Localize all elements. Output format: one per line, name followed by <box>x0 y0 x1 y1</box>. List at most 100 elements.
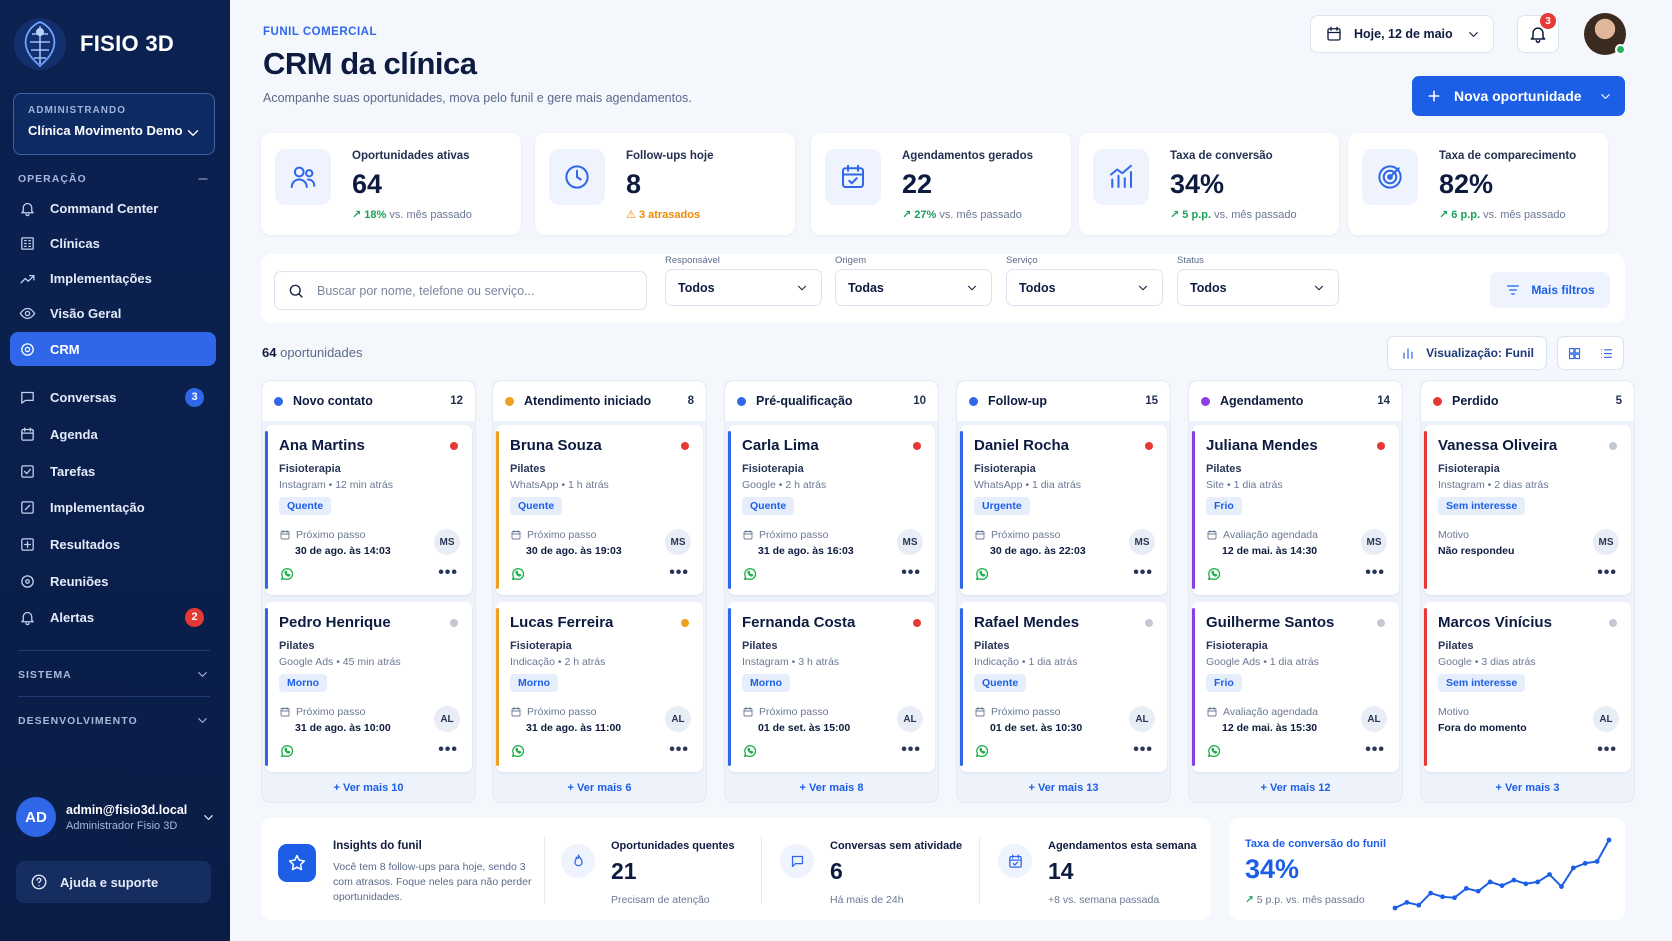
filter-servico[interactable]: Serviço Todos <box>1006 255 1163 306</box>
more-options-button[interactable]: ••• <box>669 741 689 758</box>
kpi-card[interactable]: Taxa de conversão 34% ↗ 5 p.p. vs. mês p… <box>1079 133 1339 235</box>
opportunity-card[interactable]: Vanessa Oliveira Fisioterapia Instagram … <box>1424 425 1631 595</box>
see-more-link[interactable]: + Ver mais 10 <box>333 782 404 794</box>
sidebar-item-command-center[interactable]: Command Center <box>10 191 216 225</box>
see-more-link[interactable]: + Ver mais 6 <box>567 782 632 794</box>
column-header[interactable]: Agendamento 14 <box>1189 381 1402 421</box>
sidebar-item-clinicas[interactable]: Clínicas <box>10 226 216 260</box>
more-options-button[interactable]: ••• <box>669 564 689 581</box>
view-mode-button[interactable]: Visualização: Funil <box>1387 336 1547 370</box>
sidebar-item-agenda[interactable]: Agenda <box>10 417 216 451</box>
sidebar-item-reunioes[interactable]: Reuniões <box>10 564 216 598</box>
help-button[interactable]: Ajuda e suporte <box>16 861 211 903</box>
owner-avatar[interactable]: MS <box>897 529 923 555</box>
more-options-button[interactable]: ••• <box>438 741 458 758</box>
sidebar-item-implementacao[interactable]: Implementação <box>10 490 216 524</box>
whatsapp-button[interactable] <box>742 743 758 759</box>
opportunity-card[interactable]: Carla Lima Fisioterapia Google • 2 h atr… <box>728 425 935 595</box>
more-options-button[interactable]: ••• <box>1365 741 1385 758</box>
date-picker[interactable]: Hoje, 12 de maio <box>1310 15 1494 53</box>
opportunity-card[interactable]: Guilherme Santos Fisioterapia Google Ads… <box>1192 602 1399 772</box>
opportunity-card[interactable]: Pedro Henrique Pilates Google Ads • 45 m… <box>265 602 472 772</box>
more-filters-button[interactable]: Mais filtros <box>1490 272 1610 308</box>
see-more-link[interactable]: + Ver mais 3 <box>1495 782 1560 794</box>
column-header[interactable]: Pré-qualificação 10 <box>725 381 938 421</box>
filter-select[interactable]: Todos <box>1177 269 1339 306</box>
whatsapp-button[interactable] <box>1206 566 1222 582</box>
kpi-card[interactable]: Taxa de comparecimento 82% ↗ 6 p.p. vs. … <box>1348 133 1608 235</box>
whatsapp-button[interactable] <box>279 743 295 759</box>
whatsapp-button[interactable] <box>974 566 990 582</box>
list-view-button[interactable] <box>1590 336 1624 370</box>
more-options-button[interactable]: ••• <box>901 741 921 758</box>
sidebar-item-visao-geral[interactable]: Visão Geral <box>10 296 216 330</box>
opportunity-card[interactable]: Lucas Ferreira Fisioterapia Indicação • … <box>496 602 703 772</box>
more-options-button[interactable]: ••• <box>1133 564 1153 581</box>
brand-logo[interactable]: FISIO 3D <box>10 14 174 74</box>
column-header[interactable]: Novo contato 12 <box>262 381 475 421</box>
column-header[interactable]: Follow-up 15 <box>957 381 1170 421</box>
search-box[interactable] <box>274 271 647 310</box>
owner-avatar[interactable]: MS <box>1593 529 1619 555</box>
opportunity-card[interactable]: Ana Martins Fisioterapia Instagram • 12 … <box>265 425 472 595</box>
owner-avatar[interactable]: MS <box>434 529 460 555</box>
owner-avatar[interactable]: MS <box>1361 529 1387 555</box>
filter-status[interactable]: Status Todos <box>1177 255 1339 306</box>
grid-view-button[interactable] <box>1557 336 1591 370</box>
whatsapp-button[interactable] <box>742 566 758 582</box>
owner-avatar[interactable]: AL <box>665 706 691 732</box>
opportunity-card[interactable]: Juliana Mendes Pilates Site • 1 dia atrá… <box>1192 425 1399 595</box>
filter-responsavel[interactable]: Responsável Todos <box>665 255 822 306</box>
section-sistema[interactable]: SISTEMA <box>18 667 210 682</box>
funnel-conversion-card[interactable]: Taxa de conversão do funil 34% ↗ 5 p.p. … <box>1229 818 1625 920</box>
whatsapp-button[interactable] <box>510 566 526 582</box>
owner-avatar[interactable]: MS <box>1129 529 1155 555</box>
filter-select[interactable]: Todas <box>835 269 992 306</box>
sidebar-item-resultados[interactable]: Resultados <box>10 527 216 561</box>
sidebar-item-alertas[interactable]: Alertas 2 <box>10 600 216 634</box>
clinic-switcher[interactable]: ADMINISTRANDO Clínica Movimento Demo <box>13 93 215 155</box>
owner-avatar[interactable]: AL <box>1129 706 1155 732</box>
owner-avatar[interactable]: AL <box>1593 706 1619 732</box>
opportunity-card[interactable]: Daniel Rocha Fisioterapia WhatsApp • 1 d… <box>960 425 1167 595</box>
filter-select[interactable]: Todos <box>665 269 822 306</box>
user-menu[interactable]: AD admin@fisio3d.local Administrador Fis… <box>16 792 216 842</box>
more-options-button[interactable]: ••• <box>438 564 458 581</box>
column-header[interactable]: Perdido 5 <box>1421 381 1634 421</box>
sidebar-item-implementacoes[interactable]: Implementações <box>10 261 216 295</box>
more-options-button[interactable]: ••• <box>1597 741 1617 758</box>
opportunity-card[interactable]: Marcos Vinícius Pilates Google • 3 dias … <box>1424 602 1631 772</box>
owner-avatar[interactable]: AL <box>897 706 923 732</box>
owner-avatar[interactable]: MS <box>665 529 691 555</box>
whatsapp-button[interactable] <box>279 566 295 582</box>
sidebar-item-tarefas[interactable]: Tarefas <box>10 454 216 488</box>
whatsapp-button[interactable] <box>974 743 990 759</box>
more-options-button[interactable]: ••• <box>1597 564 1617 581</box>
sidebar-item-crm[interactable]: CRM <box>10 332 216 366</box>
owner-avatar[interactable]: AL <box>434 706 460 732</box>
filter-select[interactable]: Todos <box>1006 269 1163 306</box>
whatsapp-button[interactable] <box>510 743 526 759</box>
opportunity-card[interactable]: Fernanda Costa Pilates Instagram • 3 h a… <box>728 602 935 772</box>
kpi-card[interactable]: Agendamentos gerados 22 ↗ 27% vs. mês pa… <box>811 133 1071 235</box>
see-more-link[interactable]: + Ver mais 13 <box>1028 782 1099 794</box>
see-more-link[interactable]: + Ver mais 8 <box>799 782 864 794</box>
opportunity-card[interactable]: Bruna Souza Pilates WhatsApp • 1 h atrás… <box>496 425 703 595</box>
notifications-button[interactable]: 3 <box>1517 13 1559 53</box>
opportunity-card[interactable]: Rafael Mendes Pilates Indicação • 1 dia … <box>960 602 1167 772</box>
section-operacao[interactable]: OPERAÇÃO <box>18 172 210 186</box>
owner-avatar[interactable]: AL <box>1361 706 1387 732</box>
sidebar-item-conversas[interactable]: Conversas 3 <box>10 380 216 414</box>
section-desenvolvimento[interactable]: DESENVOLVIMENTO <box>18 713 210 728</box>
new-opportunity-button[interactable]: Nova oportunidade <box>1412 76 1625 116</box>
more-options-button[interactable]: ••• <box>1133 741 1153 758</box>
see-more-link[interactable]: + Ver mais 12 <box>1260 782 1331 794</box>
kpi-card[interactable]: Oportunidades ativas 64 ↗ 18% vs. mês pa… <box>261 133 521 235</box>
kpi-card[interactable]: Follow-ups hoje 8 ⚠ 3 atrasados <box>535 133 795 235</box>
search-input[interactable] <box>317 283 617 298</box>
column-header[interactable]: Atendimento iniciado 8 <box>493 381 706 421</box>
filter-origem[interactable]: Origem Todas <box>835 255 992 306</box>
more-options-button[interactable]: ••• <box>901 564 921 581</box>
whatsapp-button[interactable] <box>1206 743 1222 759</box>
more-options-button[interactable]: ••• <box>1365 564 1385 581</box>
